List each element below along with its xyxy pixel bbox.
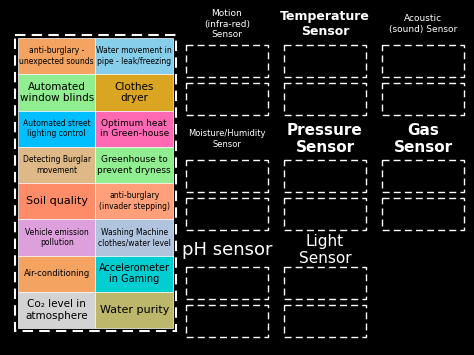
Bar bbox=[18, 292, 95, 328]
Text: Greenhouse to
prevent dryness: Greenhouse to prevent dryness bbox=[98, 155, 171, 175]
Bar bbox=[186, 160, 268, 192]
Bar bbox=[95, 256, 173, 292]
Text: Automated street
lighting control: Automated street lighting control bbox=[23, 119, 91, 138]
Bar bbox=[15, 35, 176, 331]
Text: Water purity: Water purity bbox=[100, 305, 169, 315]
Text: Temperature
Sensor: Temperature Sensor bbox=[280, 10, 370, 38]
Bar bbox=[95, 38, 173, 74]
Bar bbox=[382, 198, 464, 230]
Text: Air-conditioning: Air-conditioning bbox=[24, 269, 90, 278]
Text: Pressure
Sensor: Pressure Sensor bbox=[287, 123, 363, 155]
Bar bbox=[95, 147, 173, 183]
Text: Gas
Sensor: Gas Sensor bbox=[393, 123, 453, 155]
Bar bbox=[18, 256, 95, 292]
Bar bbox=[95, 219, 173, 256]
Bar bbox=[186, 83, 268, 115]
Text: Acoustic
(sound) Sensor: Acoustic (sound) Sensor bbox=[389, 14, 457, 34]
Text: Motion
(infra-red)
Sensor: Motion (infra-red) Sensor bbox=[204, 9, 250, 39]
Text: anti-burglary
(invader stepping): anti-burglary (invader stepping) bbox=[99, 191, 170, 211]
Text: Clothes
dryer: Clothes dryer bbox=[115, 82, 154, 103]
Text: Vehicle emission
pollution: Vehicle emission pollution bbox=[25, 228, 89, 247]
Bar bbox=[186, 45, 268, 77]
Bar bbox=[186, 305, 268, 337]
Text: Water movement in
pipe - leak/freezing: Water movement in pipe - leak/freezing bbox=[96, 47, 172, 66]
Bar bbox=[284, 305, 366, 337]
Bar bbox=[284, 83, 366, 115]
Text: Light
Sensor: Light Sensor bbox=[299, 234, 351, 266]
Text: pH sensor: pH sensor bbox=[182, 241, 272, 259]
Bar bbox=[18, 74, 95, 110]
Text: anti-burglary -
unexpected sounds: anti-burglary - unexpected sounds bbox=[19, 47, 94, 66]
Bar bbox=[95, 110, 173, 147]
Text: Accelerometer
in Gaming: Accelerometer in Gaming bbox=[99, 263, 170, 284]
Text: Optimum heat
in Green-house: Optimum heat in Green-house bbox=[100, 119, 169, 138]
Bar bbox=[18, 110, 95, 147]
Text: Washing Machine
clothes/water level: Washing Machine clothes/water level bbox=[98, 228, 171, 247]
Bar bbox=[284, 198, 366, 230]
Bar bbox=[284, 160, 366, 192]
Bar bbox=[18, 183, 95, 219]
Bar bbox=[382, 45, 464, 77]
Bar bbox=[186, 267, 268, 299]
Bar bbox=[95, 183, 173, 219]
Text: Co₂ level in
atmosphere: Co₂ level in atmosphere bbox=[26, 299, 88, 321]
Bar bbox=[382, 83, 464, 115]
Bar bbox=[18, 219, 95, 256]
Text: Detecting Burglar
movement: Detecting Burglar movement bbox=[23, 155, 91, 175]
Bar bbox=[284, 45, 366, 77]
Bar bbox=[95, 292, 173, 328]
Bar bbox=[186, 198, 268, 230]
Text: Soil quality: Soil quality bbox=[26, 196, 88, 206]
Bar bbox=[284, 267, 366, 299]
Bar bbox=[18, 38, 95, 74]
Bar bbox=[18, 147, 95, 183]
Text: Automated
window blinds: Automated window blinds bbox=[19, 82, 94, 103]
Bar bbox=[95, 74, 173, 110]
Text: Moisture/Humidity
Sensor: Moisture/Humidity Sensor bbox=[188, 129, 266, 149]
Bar bbox=[382, 160, 464, 192]
